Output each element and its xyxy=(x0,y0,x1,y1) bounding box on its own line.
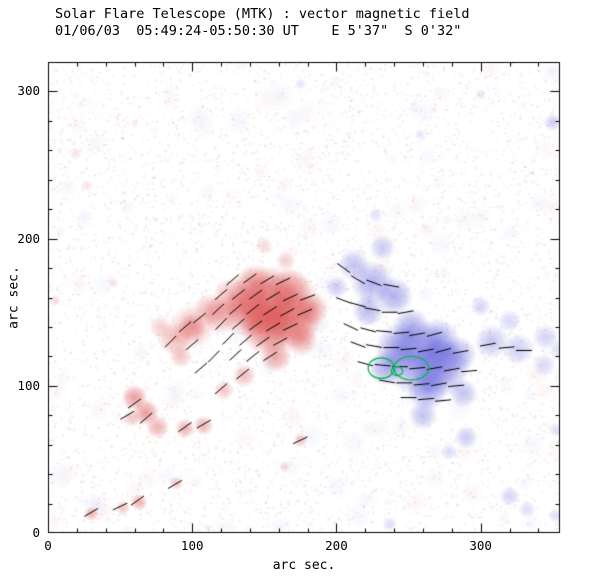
y-tick-label: 100 xyxy=(17,377,40,393)
chart-subtitle: 01/06/03 05:49:24-05:50:30 UT E 5'37" S … xyxy=(55,23,462,39)
y-tick-label: 300 xyxy=(17,83,40,99)
chart-title: Solar Flare Telescope (MTK) : vector mag… xyxy=(55,6,470,22)
y-axis-label: arc sec. xyxy=(6,266,22,329)
x-axis-label: arc sec. xyxy=(272,558,336,573)
x-tick-label: 0 xyxy=(44,538,52,553)
x-tick-label: 300 xyxy=(469,538,492,553)
y-tick-label: 200 xyxy=(17,230,40,246)
x-tick-label: 200 xyxy=(325,538,348,553)
x-tick-label: 100 xyxy=(180,538,204,553)
y-tick-label: 0 xyxy=(32,525,40,540)
